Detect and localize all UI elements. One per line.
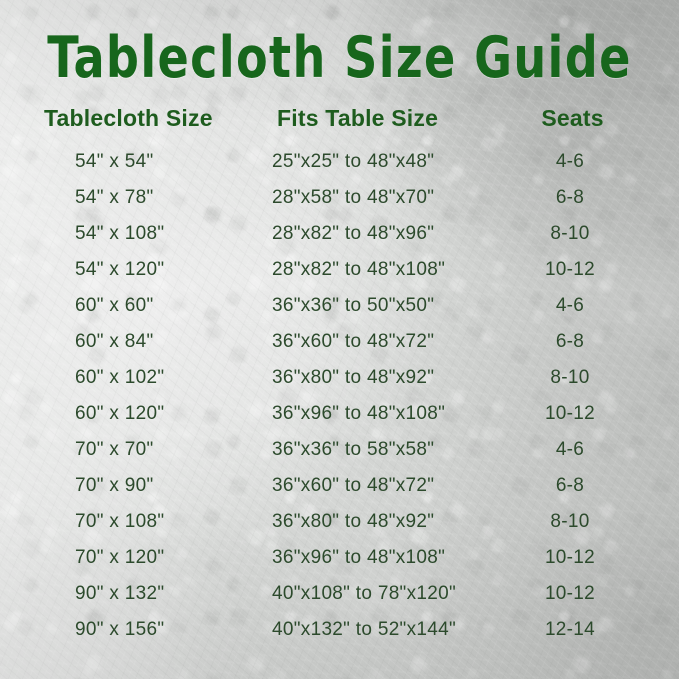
cell-tablecloth-size: 90" x 132" [75,583,165,604]
table-row: 70" x 120" 36"x96" to 48"x108" 10-12 [0,540,679,576]
cell-tablecloth-size: 54" x 120" [75,259,165,280]
cell-seats: 8-10 [550,223,590,244]
table-row: 70" x 70" 36"x36" to 58"x58" 4-6 [0,432,679,468]
size-table: Tablecloth Size Fits Table Size Seats 54… [0,104,679,648]
table-row: 70" x 108" 36"x80" to 48"x92" 8-10 [0,504,679,540]
cell-seats: 10-12 [544,403,596,424]
table-row: 60" x 120" 36"x96" to 48"x108" 10-12 [0,396,679,432]
cell-tablecloth-size: 60" x 60" [75,295,154,316]
cell-seats: 8-10 [550,511,590,532]
cell-tablecloth-size: 54" x 78" [75,187,154,208]
cell-tablecloth-size: 70" x 108" [75,511,165,532]
cell-tablecloth-size: 54" x 54" [75,151,154,172]
cell-seats: 10-12 [544,259,596,280]
table-row: 60" x 60" 36"x36" to 50"x50" 4-6 [0,288,679,324]
cell-tablecloth-size: 70" x 70" [75,439,154,460]
table-row: 90" x 132" 40"x108" to 78"x120" 10-12 [0,576,679,612]
cell-fits-table-size: 36"x80" to 48"x92" [272,511,435,532]
table-row: 54" x 120" 28"x82" to 48"x108" 10-12 [0,252,679,288]
table-row: 54" x 54" 25"x25" to 48"x48" 4-6 [0,144,679,180]
cell-tablecloth-size: 60" x 84" [75,331,154,352]
table-row: 60" x 102" 36"x80" to 48"x92" 8-10 [0,360,679,396]
cell-fits-table-size: 36"x36" to 50"x50" [272,295,435,316]
cell-tablecloth-size: 60" x 102" [75,367,165,388]
table-row: 54" x 108" 28"x82" to 48"x96" 8-10 [0,216,679,252]
column-header-tablecloth-size: Tablecloth Size [44,105,213,131]
cell-fits-table-size: 36"x96" to 48"x108" [272,547,446,568]
cell-fits-table-size: 36"x96" to 48"x108" [272,403,446,424]
cell-tablecloth-size: 90" x 156" [75,619,165,640]
cell-seats: 6-8 [555,475,585,496]
cell-seats: 6-8 [555,187,585,208]
cell-tablecloth-size: 60" x 120" [75,403,165,424]
cell-fits-table-size: 36"x60" to 48"x72" [272,331,435,352]
cell-fits-table-size: 36"x60" to 48"x72" [272,475,435,496]
cell-fits-table-size: 36"x80" to 48"x92" [272,367,435,388]
cell-seats: 4-6 [555,151,585,172]
cell-fits-table-size: 28"x82" to 48"x96" [272,223,435,244]
cell-tablecloth-size: 70" x 120" [75,547,165,568]
cell-fits-table-size: 36"x36" to 58"x58" [272,439,435,460]
table-row: 54" x 78" 28"x58" to 48"x70" 6-8 [0,180,679,216]
cell-fits-table-size: 28"x58" to 48"x70" [272,187,435,208]
table-row: 90" x 156" 40"x132" to 52"x144" 12-14 [0,612,679,648]
cell-fits-table-size: 28"x82" to 48"x108" [272,259,446,280]
column-header-fits-table-size: Fits Table Size [277,105,439,131]
table-header-row: Tablecloth Size Fits Table Size Seats [0,104,679,144]
cell-seats: 10-12 [544,547,596,568]
page-title: Tablecloth Size Guide [47,25,632,91]
cell-tablecloth-size: 70" x 90" [75,475,154,496]
cell-seats: 6-8 [555,331,585,352]
cell-seats: 4-6 [555,295,585,316]
cell-fits-table-size: 40"x108" to 78"x120" [272,583,457,604]
table-row: 60" x 84" 36"x60" to 48"x72" 6-8 [0,324,679,360]
cell-tablecloth-size: 54" x 108" [75,223,165,244]
column-header-seats: Seats [541,105,604,131]
cell-seats: 12-14 [544,619,596,640]
cell-seats: 10-12 [544,583,596,604]
cell-fits-table-size: 25"x25" to 48"x48" [272,151,435,172]
table-row: 70" x 90" 36"x60" to 48"x72" 6-8 [0,468,679,504]
cell-seats: 4-6 [555,439,585,460]
cell-fits-table-size: 40"x132" to 52"x144" [272,619,457,640]
cell-seats: 8-10 [550,367,590,388]
